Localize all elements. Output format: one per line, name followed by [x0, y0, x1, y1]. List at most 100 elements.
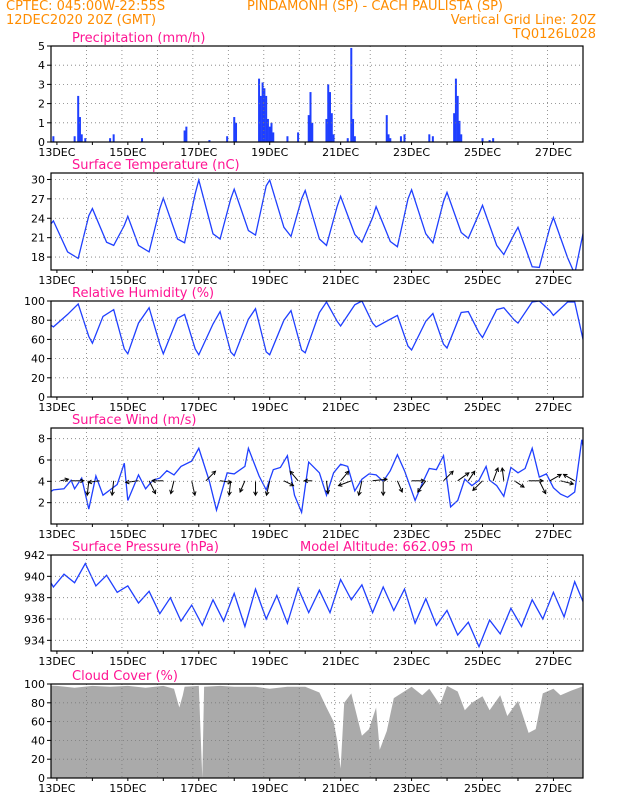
- wind-arrow-shaft: [266, 480, 271, 496]
- precip-bar: [52, 136, 55, 142]
- pressure-ytick-label: 940: [24, 570, 45, 583]
- precip-bar: [35, 130, 37, 142]
- wind-arrow-head: [80, 478, 85, 484]
- wind-arrow-head: [417, 487, 422, 493]
- wind-arrow-shaft: [600, 478, 613, 481]
- precip-title: Precipitation (mm/h): [72, 31, 205, 46]
- temp-frame: [50, 172, 584, 271]
- precip-bar: [454, 78, 457, 142]
- cloud-ytick-label: 40: [31, 734, 45, 747]
- temp-xtick-label: 25DEC: [464, 274, 501, 287]
- temp-title: Surface Temperature (nC): [72, 158, 240, 173]
- precip-bar: [453, 113, 456, 142]
- precip-bar: [185, 126, 188, 142]
- cloud-xtick-label: 27DEC: [535, 782, 572, 795]
- wind-arrow-shaft: [60, 478, 69, 482]
- precip-bar: [311, 122, 314, 142]
- precip-bar: [387, 134, 390, 142]
- precip-ytick-label: 0: [38, 136, 45, 149]
- rh-ytick-label: 60: [31, 333, 45, 346]
- wind-arrow-head: [596, 478, 600, 482]
- wind-ytick-label: 8: [38, 433, 45, 446]
- wind-arrow-head: [539, 478, 545, 484]
- wind-arrow-head: [239, 487, 244, 493]
- wind-arrow-head: [542, 489, 547, 495]
- wind-arrow-head: [569, 480, 575, 486]
- precip-bar: [346, 138, 349, 142]
- precip-ytick-label: 1: [38, 117, 45, 130]
- precip-bar: [235, 122, 238, 142]
- precip-bar: [80, 134, 83, 142]
- wind-arrow-shaft: [492, 467, 499, 481]
- precip-bar: [272, 132, 275, 142]
- header-locations: PINDAMONH (SP) - CACH PAULISTA (SP): [247, 0, 504, 14]
- rh-title: Relative Humidity (%): [72, 286, 214, 301]
- wind-arrow-head: [464, 472, 470, 477]
- precip-xtick-label: 15DEC: [109, 146, 146, 159]
- precip-bar: [183, 130, 186, 142]
- wind-arrow-head: [191, 491, 197, 497]
- cloud-xtick-label: 19DEC: [251, 782, 288, 795]
- wind-arrow-head: [557, 473, 563, 479]
- wind-arrow-shaft: [514, 480, 525, 488]
- wind-arrow-head: [110, 491, 115, 497]
- wind-frame: [50, 427, 584, 525]
- temp-ytick-label: 27: [31, 193, 45, 206]
- precip-bar: [309, 92, 312, 142]
- precip-xtick-label: 23DEC: [393, 146, 430, 159]
- wind-arrow-shaft: [239, 480, 246, 493]
- wind-xtick-label: 17DEC: [180, 528, 217, 541]
- rh-ytick-label: 100: [24, 295, 45, 308]
- temp-xtick-label: 17DEC: [180, 274, 217, 287]
- cloud-frame: [50, 683, 584, 779]
- precip-bar: [352, 118, 355, 142]
- precip-xtick-label: 25DEC: [464, 146, 501, 159]
- precip-xtick-label: 13DEC: [38, 146, 75, 159]
- wind-arrow-shaft: [563, 473, 575, 482]
- cloud-title: Cloud Cover (%): [72, 669, 178, 684]
- wind-arrow-shaft: [289, 470, 299, 482]
- wind-arrow-head: [500, 466, 505, 472]
- header-date: 12DEC2020 20Z (GMT): [6, 13, 157, 28]
- precip-frame: [50, 45, 584, 143]
- cloud-ytick-label: 0: [38, 772, 45, 785]
- cloud-xtick-label: 13DEC: [38, 782, 75, 795]
- wind-arrow-shaft: [372, 478, 388, 482]
- precip-bar: [458, 120, 461, 142]
- wind-arrow-head: [519, 483, 525, 488]
- precip-bar: [47, 121, 49, 142]
- pressure-ytick-label: 942: [24, 549, 45, 562]
- rh-xtick-label: 27DEC: [535, 401, 572, 414]
- wind-arrow-shaft: [205, 470, 216, 482]
- rh-ytick-label: 0: [38, 391, 45, 404]
- wind-arrow-head: [344, 470, 350, 476]
- temp-ytick-label: 21: [31, 232, 45, 245]
- wind-arrow-shaft: [358, 480, 363, 496]
- wind-arrow-head: [64, 477, 70, 483]
- pressure-xtick-label: 15DEC: [109, 655, 146, 668]
- precip-bar: [141, 138, 144, 142]
- precip-ytick-label: 2: [38, 98, 45, 111]
- precip-bar: [428, 134, 431, 142]
- wind-arrow-shaft: [325, 480, 329, 494]
- rh-frame: [50, 300, 584, 398]
- precip-bar: [265, 95, 268, 142]
- cloud-ytick-label: 80: [31, 697, 45, 710]
- precip-bar: [329, 92, 332, 142]
- cloud-ytick-label: 100: [24, 678, 45, 691]
- wind-arrow-head: [87, 479, 93, 485]
- pressure-xtick-label: 13DEC: [38, 655, 75, 668]
- temp-series-line: [51, 177, 583, 270]
- wind-arrow-head: [211, 470, 217, 476]
- precip-ytick-label: 3: [38, 78, 45, 91]
- precip-bar: [73, 136, 76, 142]
- precip-bar: [259, 95, 262, 142]
- precip-bar: [389, 138, 392, 142]
- precip-xtick-label: 19DEC: [251, 146, 288, 159]
- precip-bar: [332, 134, 335, 142]
- cloud-xtick-label: 17DEC: [180, 782, 217, 795]
- precip-bar: [307, 115, 310, 142]
- cloud-ytick-label: 60: [31, 716, 45, 729]
- precip-bar: [31, 136, 33, 142]
- precip-plot: [31, 47, 495, 142]
